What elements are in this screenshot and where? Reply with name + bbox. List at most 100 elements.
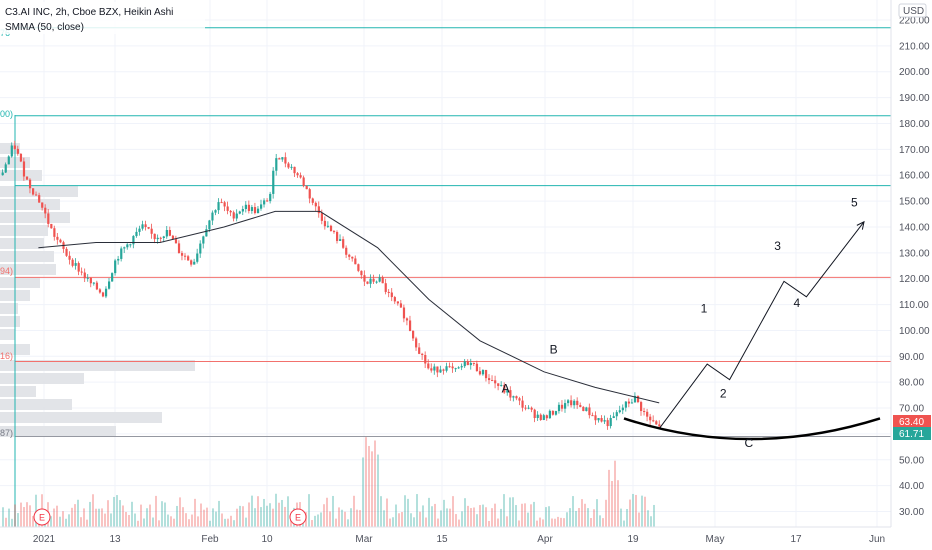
volume-profile-bar <box>0 186 78 197</box>
last-price-value: 63.40 <box>899 417 924 428</box>
volume-bar <box>644 496 646 527</box>
wave-labels: A B C 1 2 3 4 5 <box>502 195 858 450</box>
price-tick-label: 150.00 <box>899 197 930 208</box>
volume-bar <box>476 514 478 527</box>
volume-bar <box>122 505 124 527</box>
volume-bar <box>413 517 415 527</box>
candle-body <box>129 244 132 246</box>
volume-bar <box>386 498 388 527</box>
volume-bar <box>500 508 502 527</box>
volume-bar <box>560 517 562 527</box>
volume-bar <box>251 495 253 527</box>
candle-body <box>557 404 561 412</box>
candle-body <box>275 158 278 171</box>
volume-bar <box>206 507 208 527</box>
candle-body <box>323 220 327 227</box>
candle-body <box>445 366 448 371</box>
candle-body <box>28 179 32 189</box>
candle-body <box>439 369 442 373</box>
volume-profile-bar <box>0 170 42 181</box>
volume-bar <box>62 511 64 527</box>
volume-bar <box>434 503 436 527</box>
candle-body <box>132 236 135 245</box>
candle-body <box>144 224 147 228</box>
volume-bar <box>110 513 112 527</box>
candle-body <box>68 255 71 260</box>
volume-bar <box>176 505 178 527</box>
candle-body <box>16 148 19 154</box>
candle-body <box>594 415 597 421</box>
earnings-marker[interactable] <box>33 508 51 526</box>
currency-badge[interactable] <box>898 3 927 18</box>
candle-body <box>402 307 406 319</box>
volume-bar <box>263 498 265 527</box>
candle-body <box>111 273 114 282</box>
volume-bar <box>407 498 409 527</box>
candle-body <box>530 407 533 410</box>
volume-bar <box>395 504 397 527</box>
volume-bar <box>581 499 583 527</box>
price-tick-label: 180.00 <box>899 119 930 130</box>
candle-body <box>375 281 378 283</box>
price-tick-label: 100.00 <box>899 326 930 337</box>
volume-bar <box>68 514 70 527</box>
earnings-marker-label: E <box>295 513 301 523</box>
candle-body <box>290 166 293 168</box>
candle-body <box>564 403 567 409</box>
symbol-title[interactable]: C3.AI INC, 2h, Cboe BZX, Heikin Ashi <box>5 7 173 18</box>
volume-bar <box>80 517 82 527</box>
candle-body <box>187 256 190 261</box>
volume-profile-bar <box>0 225 48 236</box>
candle-body <box>13 145 16 149</box>
candle-body <box>627 401 631 404</box>
candle-body <box>180 253 184 256</box>
candle-body <box>162 236 165 238</box>
price-axis[interactable]: 220.00 210.00 200.00 190.00 180.00 170.00 160.… <box>899 16 930 519</box>
candle-body <box>506 390 509 393</box>
indicator-title[interactable]: SMMA (50, close) <box>5 22 84 33</box>
wave-label-1: 1 <box>701 301 708 315</box>
candle-body <box>22 161 26 177</box>
candle-body <box>250 207 254 211</box>
volume-bar <box>185 513 187 527</box>
candle-body <box>80 271 83 273</box>
candle-body <box>342 239 345 248</box>
drawings[interactable] <box>623 220 881 441</box>
price-tick-label: 200.00 <box>899 67 930 78</box>
time-tick-label: 2021 <box>33 534 56 545</box>
candle-body <box>484 369 488 379</box>
candle-body <box>612 416 615 418</box>
volume-bar <box>203 509 205 527</box>
candle-body <box>305 185 308 190</box>
volume-bar <box>95 508 97 527</box>
volume-bar <box>647 510 649 527</box>
volume-bar <box>26 502 28 527</box>
candle-body <box>405 318 409 321</box>
candle-body <box>329 225 333 232</box>
candle-body <box>238 211 241 214</box>
candle-body <box>47 213 50 224</box>
candle-body <box>83 272 86 279</box>
candle-body <box>199 243 202 254</box>
candle-body <box>539 414 542 421</box>
candle-body <box>351 256 354 259</box>
price-tick-label: 220.00 <box>899 16 930 27</box>
candle-body <box>217 202 220 211</box>
smma-line <box>38 210 660 404</box>
candle-body <box>336 232 339 241</box>
volume-bar <box>533 501 535 527</box>
candle-body <box>621 407 624 411</box>
candle-body <box>232 212 235 219</box>
volume-bar <box>338 507 340 527</box>
volume-bar <box>194 498 196 527</box>
earnings-marker[interactable] <box>289 508 307 526</box>
candle-body <box>235 213 238 219</box>
volume-bar <box>617 480 619 527</box>
volume-bar <box>134 513 136 527</box>
level-label-4: 16) <box>0 351 13 361</box>
time-axis[interactable]: 2021 13 Feb 10 Mar 15 Apr 19 May 17 Jun <box>33 534 885 545</box>
candle-body <box>208 220 211 230</box>
candle-body <box>457 367 460 369</box>
